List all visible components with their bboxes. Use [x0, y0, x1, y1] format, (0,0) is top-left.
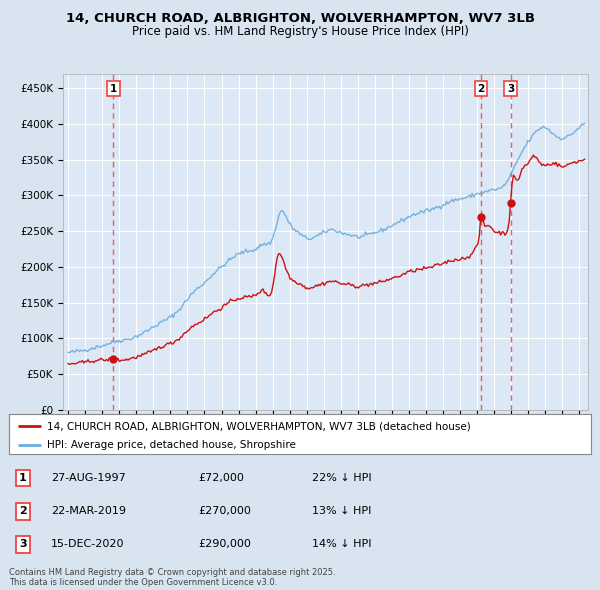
- Text: 13% ↓ HPI: 13% ↓ HPI: [312, 506, 371, 516]
- Text: HPI: Average price, detached house, Shropshire: HPI: Average price, detached house, Shro…: [47, 441, 296, 451]
- Text: 2: 2: [478, 84, 485, 94]
- Text: 27-AUG-1997: 27-AUG-1997: [51, 473, 126, 483]
- Text: 1: 1: [110, 84, 117, 94]
- Text: 22-MAR-2019: 22-MAR-2019: [51, 506, 126, 516]
- Text: Contains HM Land Registry data © Crown copyright and database right 2025.
This d: Contains HM Land Registry data © Crown c…: [9, 568, 335, 587]
- Text: 15-DEC-2020: 15-DEC-2020: [51, 539, 125, 549]
- Text: £72,000: £72,000: [198, 473, 244, 483]
- Text: 14% ↓ HPI: 14% ↓ HPI: [312, 539, 371, 549]
- Text: 1: 1: [19, 473, 26, 483]
- Text: 2: 2: [19, 506, 26, 516]
- Text: 3: 3: [19, 539, 26, 549]
- Text: £270,000: £270,000: [198, 506, 251, 516]
- Text: 14, CHURCH ROAD, ALBRIGHTON, WOLVERHAMPTON, WV7 3LB: 14, CHURCH ROAD, ALBRIGHTON, WOLVERHAMPT…: [65, 12, 535, 25]
- Text: Price paid vs. HM Land Registry's House Price Index (HPI): Price paid vs. HM Land Registry's House …: [131, 25, 469, 38]
- Text: 14, CHURCH ROAD, ALBRIGHTON, WOLVERHAMPTON, WV7 3LB (detached house): 14, CHURCH ROAD, ALBRIGHTON, WOLVERHAMPT…: [47, 421, 470, 431]
- Text: 22% ↓ HPI: 22% ↓ HPI: [312, 473, 371, 483]
- Text: £290,000: £290,000: [198, 539, 251, 549]
- Text: 3: 3: [507, 84, 514, 94]
